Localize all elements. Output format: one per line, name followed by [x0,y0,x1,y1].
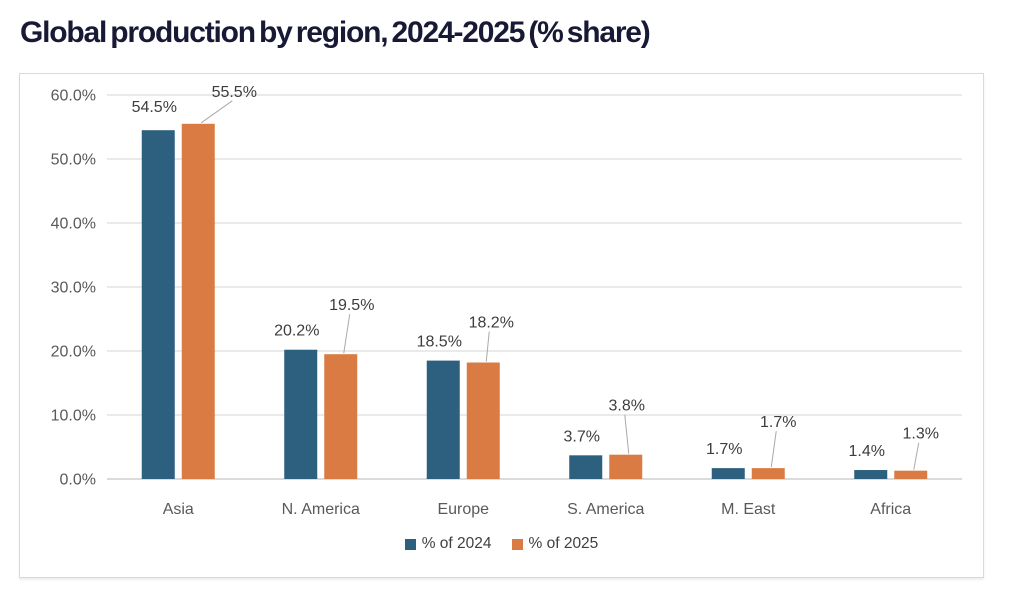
data-label-2024-asia: 54.5% [132,99,177,116]
bar-2024-s-america [569,455,603,479]
bar-2025-africa [894,470,928,479]
bar-2025-n-america [324,354,358,479]
leader-line-africa [913,442,920,470]
page-title: Global production by region, 2024-2025 (… [20,16,651,49]
y-axis-tick-label: 30.0% [51,280,96,297]
y-axis-tick-label: 0.0% [60,472,96,489]
data-label-2025-n-america: 19.5% [329,297,374,314]
legend-label-2024: % of 2024 [421,535,492,552]
bar-2024-asia [141,130,175,479]
x-axis-label-asia: Asia [163,501,194,518]
chart-svg: 0.0% 10.0% 20.0% 30.0% 40.0% 50.0% 60.0% 54.5% 5… [51,84,962,518]
bar-2024-africa [854,470,888,479]
data-label-2025-europe: 18.2% [469,315,514,332]
data-label-2024-africa: 1.4% [849,443,885,460]
bar-2025-asia [181,123,215,480]
leader-line-n-america [343,314,351,354]
leader-line-m-east [770,431,777,468]
leader-line-europe [485,331,490,362]
chart-panel: 0.0% 10.0% 20.0% 30.0% 40.0% 50.0% 60.0% 54.5% 5… [19,73,984,578]
data-label-2024-s-america: 3.7% [564,428,600,445]
leader-line-s-america [624,414,630,454]
bar-2025-europe [466,362,500,479]
y-axis-tick-label: 40.0% [51,216,96,233]
data-label-2025-asia: 55.5% [212,84,257,101]
legend-swatch-2024-icon [404,538,416,550]
bar-2025-m-east [751,468,785,479]
x-axis-label-m-east: M. East [721,501,776,518]
bar-2024-m-east [711,468,745,479]
data-label-2025-s-america: 3.8% [609,398,645,415]
x-axis-label-europe: Europe [437,501,489,518]
x-axis-label-s-america: S. America [567,501,644,518]
legend-item-2025: % of 2025 [511,535,599,553]
data-label-2025-africa: 1.3% [903,426,939,443]
y-axis-tick-label: 10.0% [51,408,96,425]
leader-line-asia [200,100,233,124]
data-label-2024-n-america: 20.2% [274,323,319,340]
legend-item-2024: % of 2024 [404,535,492,553]
x-axis-label-africa: Africa [870,501,911,518]
legend-swatch-2025-icon [511,538,523,550]
x-axis-label-n-america: N. America [282,501,360,518]
y-axis-tick-label: 60.0% [51,88,96,105]
data-label-2024-europe: 18.5% [417,334,462,351]
y-axis-tick-label: 50.0% [51,152,96,169]
data-label-2025-m-east: 1.7% [760,414,796,431]
chart-legend: % of 2024 % of 2025 [20,535,983,553]
bar-2025-s-america [609,454,643,479]
legend-label-2025: % of 2025 [528,535,599,552]
data-label-2024-m-east: 1.7% [706,441,742,458]
y-axis-tick-label: 20.0% [51,344,96,361]
bar-2024-n-america [284,349,318,479]
bar-2024-europe [426,360,460,479]
